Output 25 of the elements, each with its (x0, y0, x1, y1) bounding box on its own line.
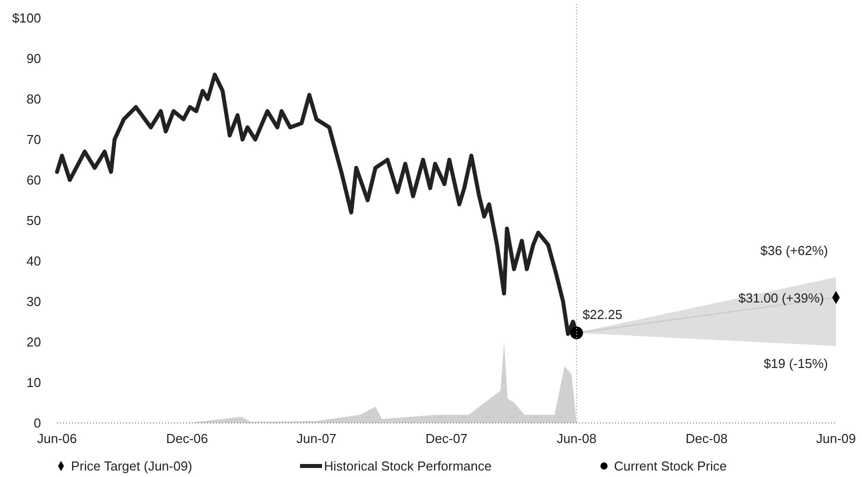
x-tick-label: Dec-06 (166, 431, 208, 446)
annotation: $36 (+62%) (760, 243, 828, 258)
y-tick-label: 50 (26, 213, 41, 228)
x-tick-label: Dec-07 (426, 431, 468, 446)
annotation: $31.00 (+39%) (738, 290, 824, 306)
legend-label: Price Target (Jun-09) (71, 458, 192, 474)
y-tick-label: 80 (26, 92, 41, 107)
legend-label: Historical Stock Performance (324, 458, 492, 474)
legend-label: Current Stock Price (614, 458, 727, 474)
y-tick-label: 20 (26, 334, 41, 350)
annotation: $22.25 (582, 306, 622, 322)
x-tick-label: Jun-07 (296, 431, 336, 446)
y-tick-label: 0 (34, 416, 41, 431)
x-tick-label: Jun-09 (816, 431, 856, 446)
x-tick-label: Dec-08 (686, 431, 728, 446)
annotation: $19 (-15%) (764, 356, 828, 372)
y-tick-label: 30 (26, 294, 41, 310)
y-tick-label: 70 (26, 132, 41, 148)
x-tick-label: Jun-08 (556, 431, 596, 446)
y-tick-label: $100 (12, 10, 41, 26)
y-tick-label: 90 (26, 51, 41, 66)
y-tick-label: 10 (26, 375, 41, 390)
y-tick-label: 40 (26, 254, 41, 269)
y-tick-label: 60 (26, 172, 41, 188)
x-tick-label: Jun-06 (37, 431, 77, 446)
